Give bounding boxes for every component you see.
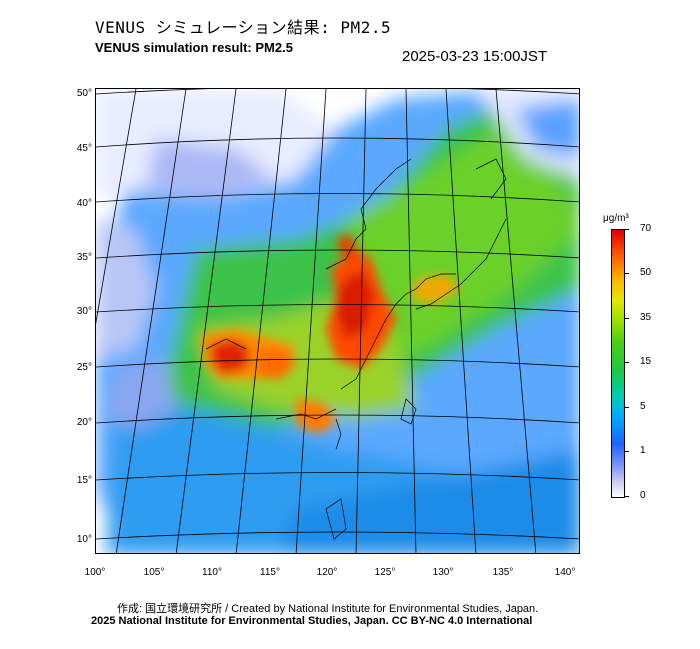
title-japanese: VENUS シミュレーション結果: PM2.5 (95, 18, 392, 37)
lat-label-45: 45° (76, 143, 92, 154)
copyright-line: 2025 National Institute for Environmenta… (91, 615, 533, 627)
lon-label-110: 110° (202, 567, 222, 578)
credit-line: 作成: 国立環境研究所 / Created by National Instit… (117, 603, 539, 615)
colorbar-tick-15: 15 (640, 356, 652, 367)
colorbar-tick-mark (625, 273, 629, 274)
lon-label-140: 140° (554, 567, 576, 578)
pm25-map (96, 89, 579, 553)
lon-label-130: 130° (432, 567, 454, 578)
lat-label-30: 30° (76, 306, 92, 317)
colorbar-tick-5: 5 (640, 401, 646, 412)
colorbar-tick-0: 0 (640, 490, 646, 501)
colorbar-tick-mark (625, 407, 629, 408)
colorbar-tick-mark (625, 318, 629, 319)
lat-label-40: 40° (76, 198, 92, 209)
timestamp: 2025-03-23 15:00JST (402, 48, 548, 65)
lat-label-35: 35° (76, 252, 92, 263)
colorbar-tick-mark (625, 496, 629, 497)
title-english: VENUS simulation result: PM2.5 (95, 40, 293, 55)
lat-label-20: 20° (76, 417, 92, 428)
lon-label-135: 135° (492, 567, 514, 578)
lon-label-120: 120° (316, 567, 338, 578)
graticule (96, 89, 579, 553)
lon-label-115: 115° (260, 567, 280, 578)
colorbar-tick-70: 70 (640, 223, 652, 234)
lat-label-50: 50° (76, 88, 92, 99)
map-panel (95, 88, 580, 554)
colorbar-tick-1: 1 (640, 445, 646, 456)
lon-label-100: 100° (84, 567, 106, 578)
lat-label-15: 15° (76, 475, 92, 486)
lat-label-25: 25° (76, 362, 92, 373)
colorbar-tick-50: 50 (640, 267, 652, 278)
lon-label-105: 105° (143, 567, 165, 578)
colorbar-tick-35: 35 (640, 312, 652, 323)
colorbar-tick-mark (625, 362, 629, 363)
colorbar (611, 229, 625, 498)
colorbar-tick-mark (625, 451, 629, 452)
lat-label-10: 10° (76, 534, 92, 545)
lon-label-125: 125° (374, 567, 396, 578)
coastlines (205, 158, 507, 540)
colorbar-unit: μg/m³ (603, 213, 629, 224)
colorbar-tick-mark (625, 229, 629, 230)
